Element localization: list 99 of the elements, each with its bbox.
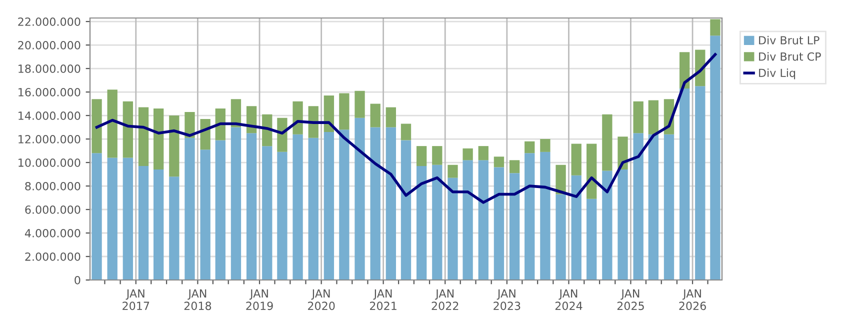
bar xyxy=(556,164,566,194)
bar xyxy=(524,141,535,154)
bar xyxy=(478,146,488,160)
bar xyxy=(633,133,644,280)
bar xyxy=(308,138,318,280)
bar xyxy=(386,107,396,128)
bar xyxy=(618,170,628,280)
y-tick-label: 8.000.000 xyxy=(25,182,80,190)
y-tick-label: 12.000.000 xyxy=(18,134,80,144)
bar xyxy=(92,153,102,280)
bar xyxy=(169,116,180,177)
bar xyxy=(494,156,504,168)
legend-label: Div Liq xyxy=(759,68,796,80)
bar xyxy=(339,130,350,280)
bar xyxy=(200,119,210,150)
bar xyxy=(339,93,350,130)
bar xyxy=(448,164,458,178)
bar xyxy=(154,170,164,280)
y-tick-label: 22.000.000 xyxy=(18,18,80,26)
bar xyxy=(679,88,690,280)
bar xyxy=(524,153,535,280)
bar xyxy=(292,134,303,280)
bar xyxy=(556,194,566,280)
bar xyxy=(354,90,365,118)
bar xyxy=(308,106,318,138)
x-tick-label: JAN 2018 xyxy=(184,289,212,310)
bar xyxy=(354,118,365,280)
x-tick-label: JAN 2023 xyxy=(494,289,520,310)
bar xyxy=(586,198,597,280)
x-tick-label: JAN 2017 xyxy=(122,289,150,310)
bar xyxy=(540,152,550,280)
bar xyxy=(107,90,118,158)
bar xyxy=(710,19,720,36)
bar xyxy=(400,124,412,140)
bar xyxy=(416,146,427,166)
bar xyxy=(169,176,180,280)
legend-label: Div Brut CP xyxy=(759,52,821,61)
bar xyxy=(416,166,427,280)
bar xyxy=(122,158,134,280)
bar xyxy=(184,138,195,280)
bar xyxy=(215,140,226,280)
bar xyxy=(710,36,720,280)
bar xyxy=(586,144,597,199)
bar xyxy=(602,114,612,171)
bar xyxy=(448,178,458,280)
legend-label: Div Brut LP xyxy=(759,36,820,44)
bar xyxy=(540,139,550,152)
bar xyxy=(262,146,272,280)
bar xyxy=(509,173,520,280)
bar xyxy=(138,107,149,166)
bar xyxy=(432,146,442,165)
x-tick-label: JAN 2022 xyxy=(432,289,458,310)
bar xyxy=(400,140,412,280)
bar xyxy=(122,101,134,158)
bar xyxy=(571,175,582,280)
y-tick-label: 0 xyxy=(74,276,80,284)
y-tick-label: 10.000.000 xyxy=(18,158,80,167)
bar xyxy=(432,164,442,280)
bar xyxy=(230,127,242,280)
line-series xyxy=(95,53,717,204)
bar xyxy=(386,127,396,280)
x-tick-label: JAN 2020 xyxy=(308,289,335,310)
bar xyxy=(200,150,210,280)
bar xyxy=(602,170,612,280)
bar xyxy=(370,104,380,128)
bar xyxy=(107,158,118,280)
x-tick-label: JAN 2019 xyxy=(246,289,273,310)
bar xyxy=(292,101,303,134)
bar xyxy=(277,118,288,152)
bar xyxy=(462,148,473,160)
bar xyxy=(571,144,582,176)
bar xyxy=(277,152,288,280)
y-tick-label: 16.000.000 xyxy=(18,88,80,96)
y-tick-label: 18.000.000 xyxy=(18,64,80,73)
bar xyxy=(695,86,706,280)
bar xyxy=(462,160,473,280)
x-tick-label: JAN 2025 xyxy=(617,289,644,310)
x-tick-label: JAN 2021 xyxy=(370,289,396,310)
bar xyxy=(370,127,380,280)
y-tick-label: 20.000.000 xyxy=(18,40,80,50)
bar xyxy=(633,101,644,134)
bar xyxy=(154,108,164,170)
bar xyxy=(494,167,504,280)
y-tick-label: 14.000.000 xyxy=(18,111,80,120)
bar xyxy=(509,160,520,174)
bar xyxy=(92,99,102,154)
bar xyxy=(138,166,149,280)
bar xyxy=(324,132,334,280)
bar xyxy=(246,133,257,280)
y-tick-label: 6.000.000 xyxy=(25,205,80,214)
bar xyxy=(648,134,658,280)
y-tick-label: 4.000.000 xyxy=(24,228,80,238)
bar xyxy=(648,100,658,134)
x-tick-label: JAN 2026 xyxy=(679,289,706,310)
y-tick-label: 2.000.000 xyxy=(25,252,80,261)
bar xyxy=(230,99,242,128)
bar xyxy=(478,160,488,280)
x-tick-label: JAN 2024 xyxy=(555,289,582,310)
bar xyxy=(664,134,674,280)
